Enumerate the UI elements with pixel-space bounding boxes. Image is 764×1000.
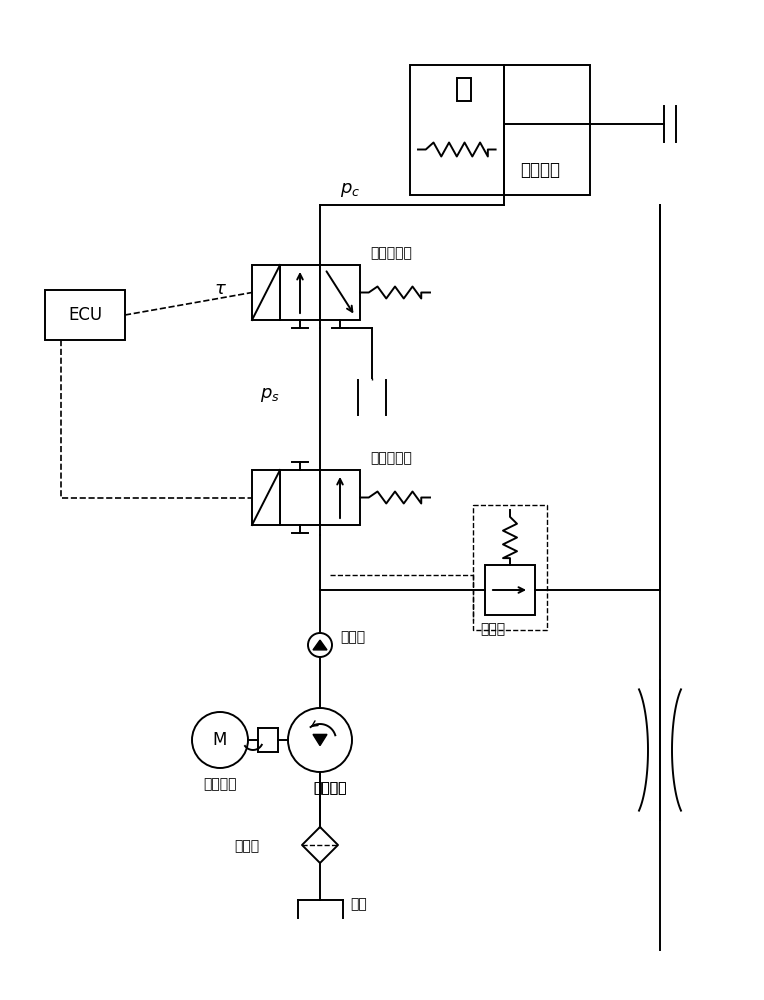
Text: 液压油缸: 液压油缸 (520, 161, 560, 179)
Text: ECU: ECU (68, 306, 102, 324)
Text: 滤清器: 滤清器 (235, 839, 260, 853)
Text: 溢流鄀: 溢流鄀 (480, 622, 505, 636)
Bar (410, 65, 590, 195)
Bar (320, 265, 360, 320)
Text: 油笨: 油笨 (351, 897, 367, 911)
Text: 高速开关阀: 高速开关阀 (370, 246, 412, 260)
Bar (473, 505, 547, 630)
Bar (457, 78, 471, 101)
Bar (280, 470, 320, 525)
Bar (320, 470, 360, 525)
Text: 换挡开关阀: 换挡开关阀 (370, 451, 412, 465)
Text: 液压油泵: 液压油泵 (313, 781, 347, 795)
Bar (280, 265, 320, 320)
Text: M: M (213, 731, 227, 749)
Bar (485, 565, 535, 615)
Polygon shape (313, 640, 327, 650)
Bar (45, 290, 125, 340)
Bar (252, 470, 280, 525)
Text: $\tau$: $\tau$ (214, 280, 227, 298)
Text: $p_c$: $p_c$ (340, 181, 361, 199)
Text: 单向阀: 单向阀 (340, 630, 365, 644)
Text: 液压油泵: 液压油泵 (313, 781, 347, 795)
Text: 油泵电机: 油泵电机 (203, 777, 237, 791)
Text: $p_s$: $p_s$ (260, 385, 280, 403)
Polygon shape (313, 734, 327, 746)
Bar (252, 265, 280, 320)
